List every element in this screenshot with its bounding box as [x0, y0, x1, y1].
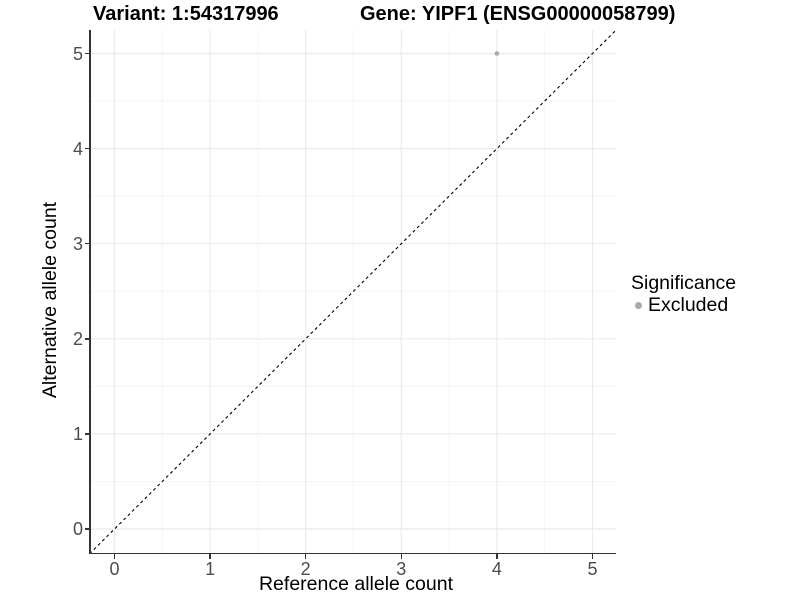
y-tick-mark	[84, 433, 89, 435]
y-tick-mark	[84, 528, 89, 530]
plot-panel	[90, 30, 616, 553]
x-tick-mark	[496, 554, 498, 559]
x-tick-label: 3	[396, 559, 407, 579]
legend-item-label: Excluded	[648, 294, 729, 316]
y-tick-mark	[84, 338, 89, 340]
plot-title-variant: Variant: 1:54317996	[93, 3, 279, 25]
y-tick-label: 4	[72, 138, 83, 159]
x-tick-mark	[209, 554, 211, 559]
x-tick-label: 0	[109, 559, 120, 579]
y-tick-mark	[84, 52, 89, 55]
x-tick-label: 1	[205, 559, 216, 579]
identity-line-dashed	[90, 30, 616, 553]
y-tick-label: 2	[72, 328, 83, 349]
x-tick-mark	[400, 554, 403, 559]
x-tick-mark	[591, 554, 594, 559]
x-tick-mark	[304, 554, 307, 559]
y-axis-line	[89, 30, 91, 554]
x-tick-label: 2	[300, 559, 311, 579]
plot-area-svg	[90, 30, 616, 553]
y-tick-mark	[84, 242, 89, 245]
legend-item-excluded: Excluded	[631, 294, 736, 316]
x-tick-label: 5	[587, 559, 598, 579]
y-tick-label: 3	[72, 233, 83, 254]
x-axis-label: Reference allele count	[258, 573, 454, 595]
y-tick-mark	[84, 147, 89, 150]
y-tick-label: 5	[72, 43, 83, 64]
x-tick-label: 4	[491, 559, 502, 579]
plot-title-gene: Gene: YIPF1 (ENSG00000058799)	[360, 3, 676, 25]
x-axis-line	[89, 552, 616, 554]
legend: Significance Excluded	[631, 271, 736, 316]
x-tick-mark	[113, 554, 116, 559]
y-tick-label: 1	[72, 423, 83, 444]
legend-title: Significance	[631, 272, 737, 294]
data-point	[494, 51, 500, 56]
y-tick-label: 0	[72, 519, 83, 539]
legend-point-swatch-icon	[634, 301, 642, 309]
